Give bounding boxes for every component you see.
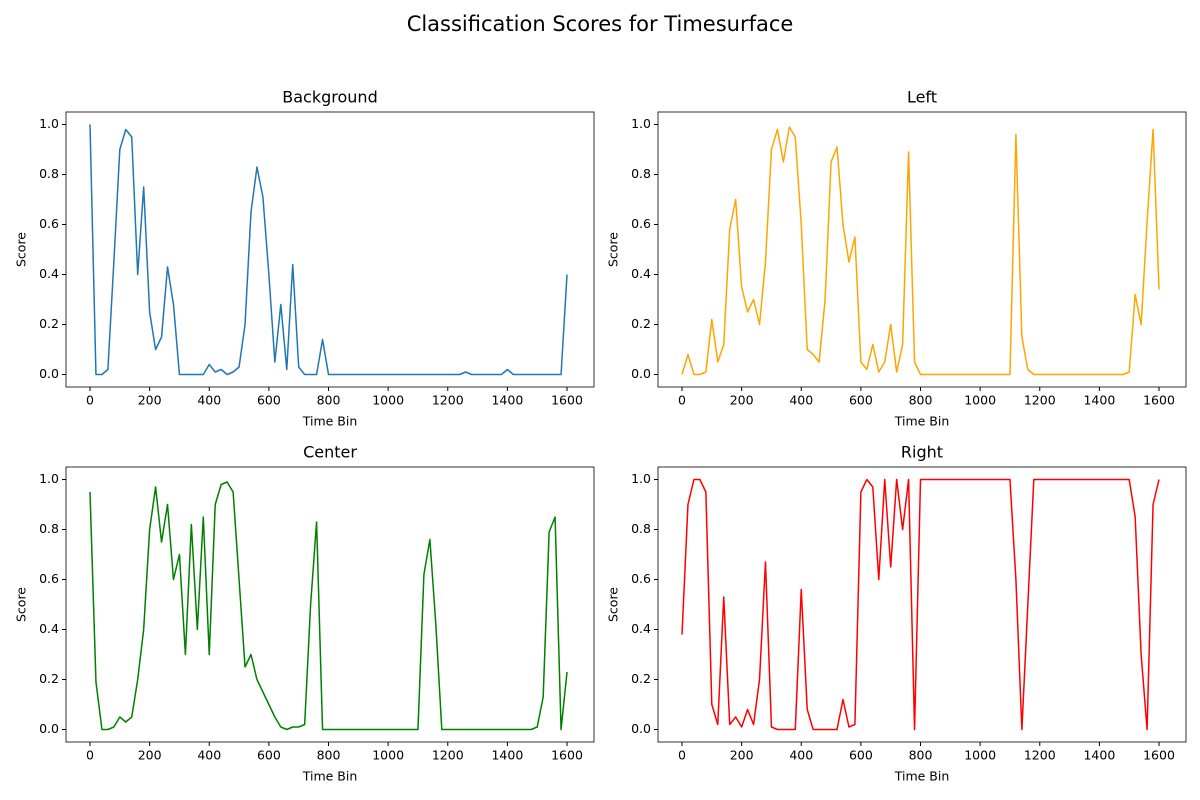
x-tick-label: 400 — [197, 393, 221, 408]
x-tick-label: 1000 — [372, 393, 404, 408]
axes-frame — [65, 466, 595, 743]
x-tick-label: 200 — [138, 393, 162, 408]
axes-frame — [65, 111, 595, 388]
x-tick-label: 1200 — [432, 748, 464, 763]
y-tick-label: 0.8 — [39, 521, 59, 536]
y-tick-label: 0.2 — [631, 671, 651, 686]
data-line — [89, 124, 568, 376]
x-tick-label: 1600 — [551, 393, 583, 408]
data-line — [681, 126, 1160, 376]
x-tick-label: 1200 — [1024, 393, 1056, 408]
y-tick-label: 0.4 — [631, 266, 651, 281]
x-tick-label: 600 — [849, 393, 873, 408]
data-line — [681, 478, 1160, 731]
y-axis-label: Score — [606, 232, 621, 267]
y-tick-label: 0.0 — [39, 366, 59, 381]
y-tick-label: 0.8 — [631, 521, 651, 536]
y-tick-label: 0.2 — [39, 316, 59, 331]
subplot-title: Left — [907, 88, 937, 107]
x-tick-label: 1000 — [372, 748, 404, 763]
x-tick-label: 800 — [317, 393, 341, 408]
x-tick-label: 1600 — [551, 748, 583, 763]
x-tick-label: 800 — [909, 748, 933, 763]
x-axis-label: Time Bin — [302, 769, 358, 784]
y-tick-label: 0.6 — [39, 571, 59, 586]
y-tick-label: 0.6 — [39, 216, 59, 231]
y-tick-label: 0.6 — [631, 571, 651, 586]
x-tick-label: 0 — [86, 393, 94, 408]
subplot-title: Right — [901, 443, 943, 462]
x-tick-label: 400 — [789, 393, 813, 408]
y-tick-label: 1.0 — [39, 116, 59, 131]
x-tick-label: 600 — [849, 748, 873, 763]
y-tick-label: 0.0 — [631, 721, 651, 736]
y-tick-label: 0.4 — [631, 621, 651, 636]
x-tick-label: 1400 — [1083, 748, 1115, 763]
y-axis-label: Score — [14, 232, 29, 267]
x-tick-label: 200 — [730, 393, 754, 408]
x-tick-label: 600 — [257, 748, 281, 763]
y-tick-label: 0.2 — [631, 316, 651, 331]
x-axis-label: Time Bin — [302, 414, 358, 429]
x-tick-label: 200 — [730, 748, 754, 763]
subplot-title: Background — [282, 88, 377, 107]
x-tick-label: 1000 — [964, 748, 996, 763]
x-tick-label: 200 — [138, 748, 162, 763]
x-axis-label: Time Bin — [894, 414, 950, 429]
axes-frame — [657, 466, 1187, 743]
y-tick-label: 0.4 — [39, 621, 59, 636]
x-tick-label: 1600 — [1143, 748, 1175, 763]
subplot-title: Center — [303, 443, 357, 462]
y-axis-label: Score — [14, 587, 29, 622]
y-tick-label: 1.0 — [631, 116, 651, 131]
x-tick-label: 1400 — [491, 393, 523, 408]
x-tick-label: 1600 — [1143, 393, 1175, 408]
y-tick-label: 0.0 — [631, 366, 651, 381]
y-axis-label: Score — [606, 587, 621, 622]
y-tick-label: 0.0 — [39, 721, 59, 736]
y-tick-label: 0.4 — [39, 266, 59, 281]
x-tick-label: 1200 — [1024, 748, 1056, 763]
x-tick-label: 400 — [197, 748, 221, 763]
x-tick-label: 600 — [257, 393, 281, 408]
axes-frame — [657, 111, 1187, 388]
y-tick-label: 0.6 — [631, 216, 651, 231]
x-tick-label: 400 — [789, 748, 813, 763]
x-tick-label: 0 — [678, 748, 686, 763]
x-tick-label: 0 — [86, 748, 94, 763]
y-tick-label: 1.0 — [39, 471, 59, 486]
y-tick-label: 1.0 — [631, 471, 651, 486]
y-tick-label: 0.8 — [631, 166, 651, 181]
y-tick-label: 0.8 — [39, 166, 59, 181]
y-tick-label: 0.2 — [39, 671, 59, 686]
x-tick-label: 1400 — [1083, 393, 1115, 408]
x-tick-label: 0 — [678, 393, 686, 408]
x-tick-label: 1000 — [964, 393, 996, 408]
x-tick-label: 800 — [317, 748, 341, 763]
x-tick-label: 1400 — [491, 748, 523, 763]
x-tick-label: 800 — [909, 393, 933, 408]
data-line — [89, 481, 568, 731]
x-axis-label: Time Bin — [894, 769, 950, 784]
figure-title: Classification Scores for Timesurface — [407, 12, 794, 36]
x-tick-label: 1200 — [432, 393, 464, 408]
